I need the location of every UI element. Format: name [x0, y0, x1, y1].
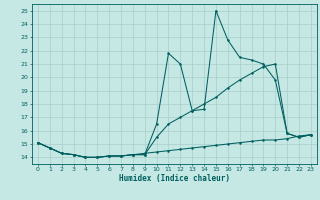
X-axis label: Humidex (Indice chaleur): Humidex (Indice chaleur): [119, 174, 230, 183]
